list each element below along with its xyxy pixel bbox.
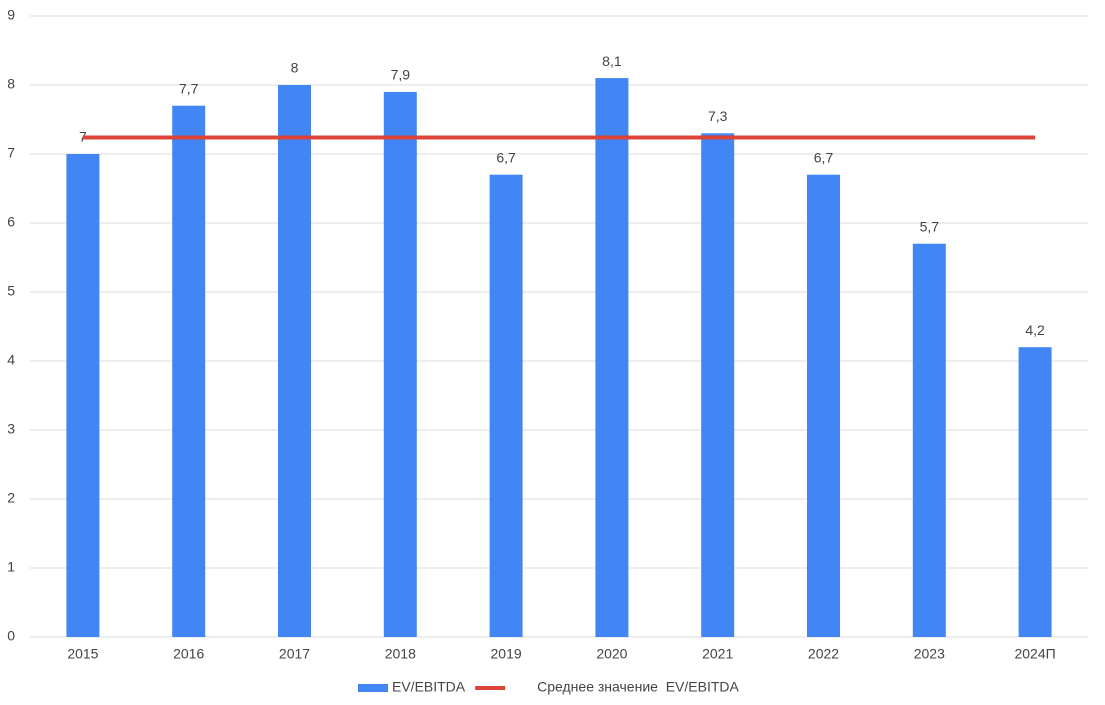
data-label: 5,7 [920, 218, 940, 234]
bar [489, 174, 523, 637]
x-tick-label: 2021 [702, 646, 733, 662]
y-tick-label: 4 [7, 352, 15, 368]
y-tick-label: 7 [7, 145, 15, 161]
data-label: 8 [291, 60, 299, 76]
x-tick-label: 2018 [385, 646, 416, 662]
bar [807, 174, 840, 637]
data-label: 6,7 [814, 149, 834, 165]
y-tick-label: 8 [7, 76, 15, 92]
y-tick-label: 3 [7, 421, 15, 437]
y-tick-label: 5 [7, 283, 15, 299]
legend-label: Среднее значение EV/EBITDA [537, 679, 739, 695]
data-label: 7,9 [391, 67, 411, 83]
y-tick-label: 1 [7, 559, 15, 575]
bar [912, 243, 946, 637]
data-label: 7,3 [708, 108, 728, 124]
y-tick-label: 9 [7, 7, 15, 23]
y-tick-label: 2 [7, 490, 15, 506]
legend-swatch [358, 684, 388, 692]
x-tick-label: 2019 [491, 646, 522, 662]
legend-label: EV/EBITDA [392, 679, 466, 695]
data-label: 6,7 [496, 149, 516, 165]
y-tick-label: 0 [7, 628, 15, 644]
x-tick-label: 2015 [67, 646, 98, 662]
bar [172, 105, 206, 637]
bar [66, 154, 100, 637]
x-tick-label: 2017 [279, 646, 310, 662]
x-tick-label: 2020 [596, 646, 627, 662]
bar [701, 133, 735, 638]
x-tick-label: 2024П [1014, 646, 1055, 662]
bar [1018, 347, 1052, 637]
x-tick-label: 2016 [173, 646, 204, 662]
data-label: 8,1 [602, 53, 622, 69]
data-label: 7,7 [179, 80, 199, 96]
data-label: 4,2 [1025, 322, 1045, 338]
x-tick-label: 2022 [808, 646, 839, 662]
y-tick-label: 6 [7, 214, 15, 230]
bar [595, 78, 629, 638]
bar [278, 85, 311, 637]
x-tick-label: 2023 [914, 646, 945, 662]
bar [383, 91, 417, 637]
